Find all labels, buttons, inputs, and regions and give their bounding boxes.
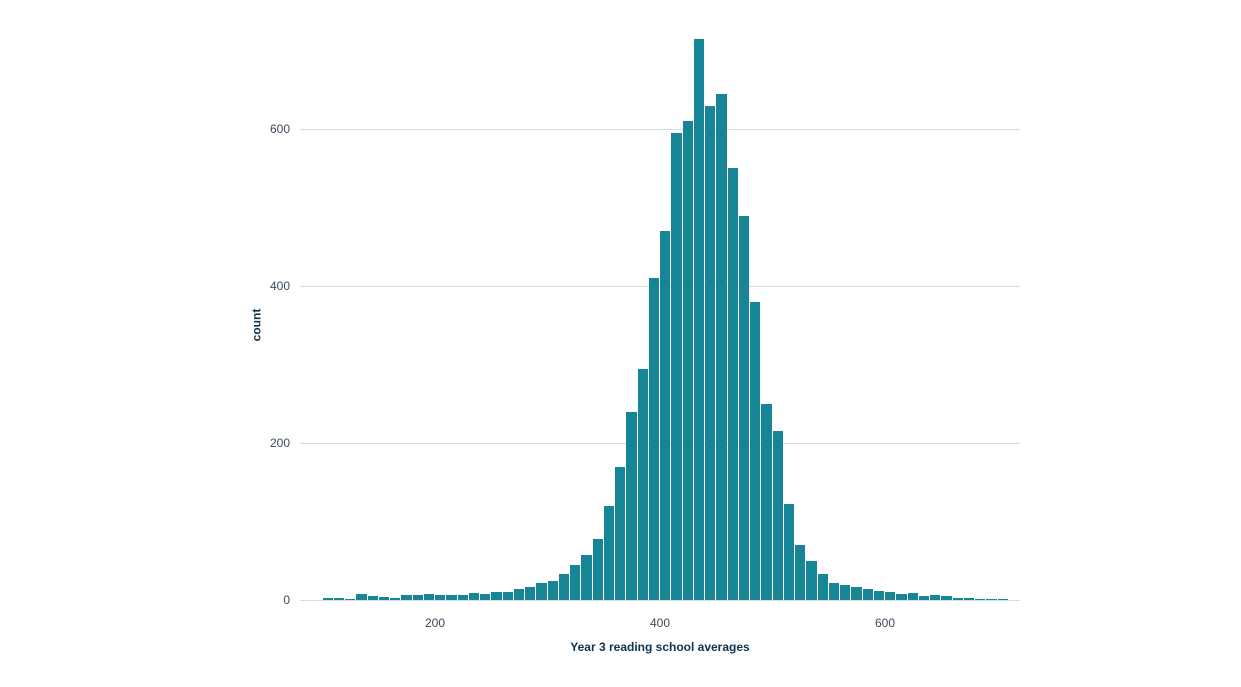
histogram-bar	[503, 592, 513, 600]
histogram-bar	[671, 133, 681, 600]
histogram-bar	[559, 574, 569, 600]
histogram-bar	[368, 596, 378, 600]
histogram-bar	[514, 589, 524, 600]
histogram-bar	[581, 555, 591, 601]
histogram-bar	[593, 539, 603, 600]
histogram-bar	[334, 598, 344, 600]
histogram-bar	[536, 583, 546, 600]
histogram-bar	[874, 591, 884, 600]
histogram-bar	[964, 598, 974, 600]
x-tick-label: 200	[425, 616, 445, 630]
histogram-bar	[818, 574, 828, 600]
histogram-bar	[356, 594, 366, 600]
histogram-bar	[840, 585, 850, 600]
histogram-bar	[750, 302, 760, 600]
y-tick-label: 400	[260, 279, 290, 293]
histogram-bar	[986, 599, 996, 600]
histogram-bar	[570, 565, 580, 600]
histogram-bar	[401, 595, 411, 600]
histogram-bar	[626, 412, 636, 600]
histogram-bar	[795, 545, 805, 600]
histogram-bar	[885, 592, 895, 600]
histogram-bar	[908, 593, 918, 600]
x-tick-label: 600	[875, 616, 895, 630]
histogram-bar	[525, 587, 535, 600]
histogram-chart: 0 200 400 600 200 400 600 count Year 3 readin…	[0, 0, 1241, 687]
histogram-bar	[480, 594, 490, 600]
histogram-bar	[694, 39, 704, 600]
y-axis-label: count	[249, 308, 263, 341]
histogram-bar	[683, 121, 693, 600]
histogram-bar	[458, 595, 468, 600]
plot-area	[300, 35, 1020, 600]
histogram-bar	[953, 598, 963, 600]
x-axis-label: Year 3 reading school averages	[570, 640, 749, 654]
x-tick-label: 400	[650, 616, 670, 630]
histogram-bar	[784, 504, 794, 600]
histogram-bar	[761, 404, 771, 600]
histogram-bar	[390, 598, 400, 600]
histogram-bar	[548, 581, 558, 600]
histogram-bar	[919, 596, 929, 600]
histogram-bar	[615, 467, 625, 600]
histogram-bar	[660, 231, 670, 600]
histogram-bar	[941, 596, 951, 600]
histogram-bar	[806, 561, 816, 600]
histogram-bar	[896, 594, 906, 600]
histogram-bar	[604, 506, 614, 600]
histogram-bar	[998, 599, 1008, 600]
gridline	[300, 600, 1020, 601]
histogram-bar	[851, 587, 861, 600]
histogram-bar	[446, 595, 456, 600]
histogram-bar	[345, 599, 355, 600]
histogram-bar	[773, 431, 783, 600]
histogram-bar	[716, 94, 726, 600]
histogram-bar	[491, 592, 501, 600]
histogram-bar	[739, 216, 749, 601]
y-tick-label: 0	[260, 593, 290, 607]
histogram-bar	[435, 595, 445, 600]
histogram-bars	[300, 35, 1020, 600]
histogram-bar	[975, 599, 985, 600]
histogram-bar	[829, 583, 839, 600]
histogram-bar	[649, 278, 659, 600]
histogram-bar	[930, 595, 940, 600]
histogram-bar	[413, 595, 423, 600]
histogram-bar	[379, 597, 389, 600]
histogram-bar	[728, 168, 738, 600]
histogram-bar	[323, 598, 333, 600]
y-tick-label: 200	[260, 436, 290, 450]
histogram-bar	[638, 369, 648, 600]
histogram-bar	[863, 589, 873, 600]
histogram-bar	[424, 594, 434, 600]
histogram-bar	[469, 593, 479, 600]
y-tick-label: 600	[260, 122, 290, 136]
histogram-bar	[705, 106, 715, 600]
